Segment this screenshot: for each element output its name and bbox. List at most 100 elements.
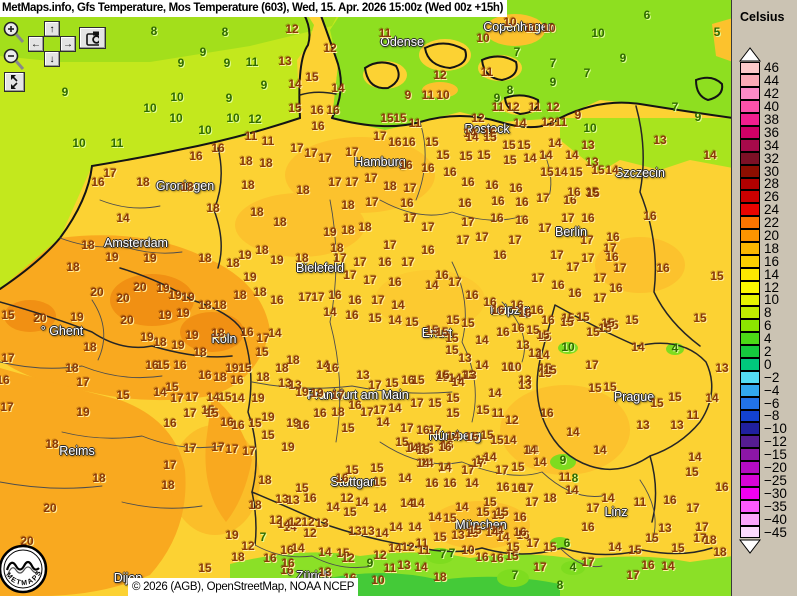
temp-value: 11 [528,100,542,114]
temp-value: 16 [443,165,457,179]
legend-swatch [740,293,760,307]
temp-value: 9 [260,78,268,92]
temp-value: 20 [33,311,47,325]
temp-value: 17 [163,458,177,472]
temp-value: 18 [331,405,345,419]
temp-value: 17 [693,531,707,545]
temp-value: 15 [585,185,599,199]
temp-value: 16 [541,313,555,327]
temp-value: 17 [183,406,197,420]
zoom-in-button[interactable] [3,21,25,45]
weather-map[interactable]: Odense Copenhagen Rostock Hamburg Szczecin Gr… [0,0,733,596]
temp-value: 8 [150,24,158,38]
temp-value: 14 [438,461,452,475]
temp-value: 15 [526,323,540,337]
screenshot-button[interactable] [79,27,106,49]
temp-value: 10 [198,123,212,137]
temp-value: 4 [569,560,577,574]
temp-value: 15 [543,363,557,377]
temp-value: 19 [70,310,84,324]
legend-entry: 18 [740,242,787,255]
legend-entry: 26 [740,190,787,204]
temp-value: 19 [140,330,154,344]
temp-value: 9 [177,56,185,70]
temp-value: 18 [330,241,344,255]
legend-value: 36 [764,124,780,140]
temp-value: 13 [356,368,370,382]
temp-value: 16 [325,361,339,375]
city-label: Copenhagen [483,20,555,34]
legend-value: 2 [764,344,772,360]
temp-value: 18 [198,251,212,265]
legend-entry: −15 [740,447,787,463]
temp-value: 10 [461,543,475,557]
temp-value: 14 [465,476,479,490]
temp-value: 15 [591,163,605,177]
temp-value: 15 [405,315,419,329]
temp-value: 16 [303,491,317,505]
temp-value: 16 [440,438,454,452]
temp-value: 17 [593,271,607,285]
temp-value: 11 [417,543,431,557]
legend-title: Celsius [740,10,785,24]
temp-value: 9 [366,556,374,570]
temp-value: 15 [505,549,519,563]
temp-value: 15 [368,311,382,325]
temp-value: 16 [465,288,479,302]
temp-value: 15 [445,343,459,357]
legend-value: 22 [764,215,780,231]
pan-down-button[interactable]: ↓ [44,51,60,67]
temp-value: 14 [414,560,428,574]
legend-swatch [740,113,760,126]
temp-value: 12 [506,100,520,114]
temp-value: 18 [358,220,372,234]
temp-value: 16 [348,398,362,412]
temp-value: 13 [348,524,362,538]
temp-value: 16 [280,563,294,577]
temp-value: 16 [605,250,619,264]
temp-value: 7 [439,547,447,561]
title-bar: MetMaps.info, Gfs Temperature, Mos Tempe… [0,0,508,17]
temp-value: 14 [631,340,645,354]
temp-value: 15 [693,311,707,325]
temp-value: 17 [526,536,540,550]
temp-value: 13 [463,368,477,382]
fullscreen-button[interactable] [4,72,25,92]
city-label: Amsterdam [104,236,168,250]
temp-value: 16 [485,178,499,192]
temp-value: 14 [513,116,527,130]
temp-value: 11 [408,116,422,130]
temp-value: 14 [608,540,622,554]
temp-value: 14 [536,348,550,362]
temp-value: 16 [435,268,449,282]
temp-value: 15 [385,376,399,390]
temp-value: 7 [511,568,519,582]
legend-entry: 44 [740,74,787,88]
temp-value: 16 [563,193,577,207]
legend-value: −15 [764,447,787,463]
legend-swatch [740,435,760,449]
temp-value: 14 [318,545,332,559]
temp-value: 17 [311,290,325,304]
copyright-bar: © 2026 (AGB), OpenStreetMap, NOAA NCEP [128,578,359,596]
temp-value: 15 [538,361,552,375]
temp-value: 15 [503,153,517,167]
temp-value: 12 [401,540,415,554]
temp-value: 16 [335,471,349,485]
legend-value: −30 [764,485,787,501]
legend-entry: 20 [740,229,787,243]
pan-left-button[interactable]: ← [28,36,44,52]
temp-value: 17 [343,268,357,282]
temp-value: 11 [686,408,700,422]
legend-value: 10 [764,292,780,308]
temp-value: 15 [341,421,355,435]
temp-value: 16 [263,551,277,565]
temp-value: 18 [296,183,310,197]
zoom-out-button[interactable] [3,48,25,72]
temp-value: 12 [269,513,283,527]
temp-value: 17 [298,290,312,304]
pan-up-button[interactable]: ↑ [44,21,60,37]
temp-value: 14 [288,77,302,91]
pan-right-button[interactable]: → [60,36,76,52]
temp-value: 17 [585,358,599,372]
